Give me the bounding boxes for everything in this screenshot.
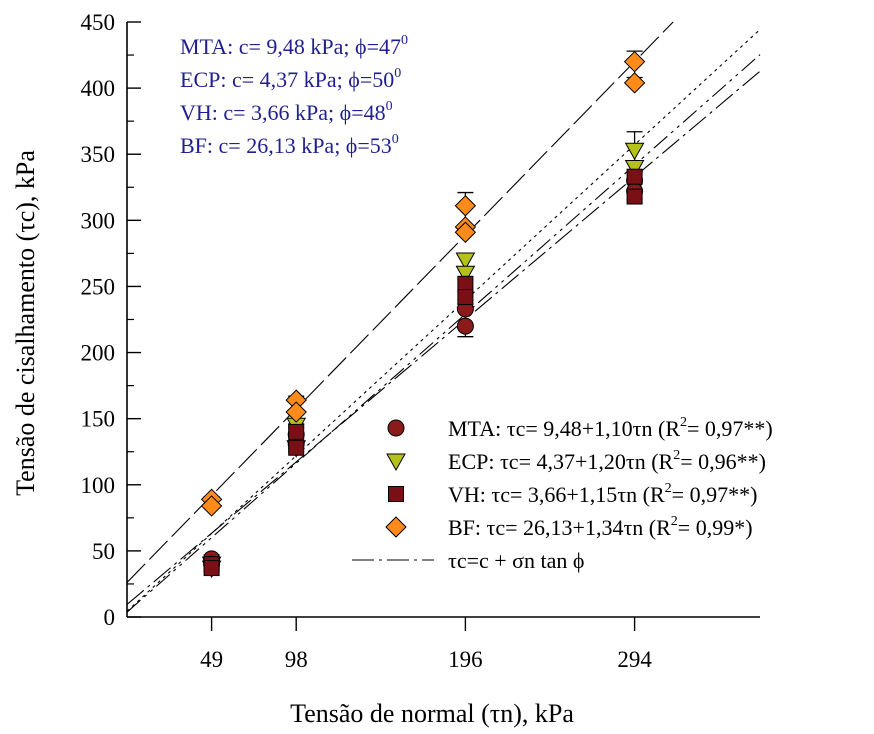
legend-marker-bf [385,516,407,538]
legend-marker-vh [388,486,404,502]
y-axis-label: Tensão de cisalhamento (τc), kPa [11,150,40,496]
x-tick-label: 49 [200,647,223,672]
data-points [200,50,646,579]
y-tick-label: 50 [92,539,115,564]
legend-label-bf: BF: τc= 26,13+1,34τn (R2= 0,99*) [448,514,753,540]
y-tick-label: 250 [81,274,116,299]
point-ecp [624,142,645,161]
x-tick-label: 98 [285,647,308,672]
fit-line-ecp [126,29,761,612]
y-tick-label: 150 [81,407,116,432]
y-tick-label: 0 [104,605,116,630]
point-vh [626,188,643,205]
parameters-annotation: MTA: c= 9,48 kPa; ϕ=470 ECP: c= 4,37 kPa;… [180,33,408,158]
x-tick-label: 294 [617,647,652,672]
point-vh [457,289,474,306]
point-bf [200,495,223,517]
legend-label-mta: MTA: τc= 9,48+1,10τn (R2= 0,97**) [448,415,773,441]
point-vh [288,439,305,456]
point-vh [203,560,220,577]
legend-label-ecp: ECP: τc= 4,37+1,20τn (R2= 0,96**) [448,448,766,474]
parameter-label: ECP: c= 4,37 kPa; ϕ=500 [180,66,401,92]
y-tick-label: 300 [81,208,116,233]
point-ecp [455,265,476,284]
x-axis-label: Tensão de normal (τn), kPa [290,699,574,728]
point-bf [454,221,477,243]
x-tick-label: 196 [448,647,483,672]
point-vh [626,168,643,185]
y-tick-label: 350 [81,142,116,167]
fit-line-bf [126,21,674,583]
fit-line-vh [126,54,761,613]
parameter-label: BF: c= 26,13 kPa; ϕ=530 [180,132,399,158]
legend-line-label: τc=c + σn tan ϕ [448,548,585,573]
axes: 0 50 100 150 200 250 300 350 400 450 49 98 196 294 [81,10,760,672]
point-ecp [624,159,645,178]
y-tick-label: 400 [81,76,116,101]
point-bf [454,195,477,217]
fit-lines [126,21,761,613]
legend: MTA: τc= 9,48+1,10τn (R2= 0,97**) ECP: τc… [352,415,773,573]
y-tick-label: 450 [81,10,116,35]
point-ecp [455,252,476,271]
parameter-label: VH: c= 3,66 kPa; ϕ=480 [180,99,393,125]
point-mta [456,317,474,335]
point-bf [623,50,646,73]
fit-line-mta [126,70,761,605]
point-vh [288,423,305,440]
legend-marker-mta [387,419,405,437]
y-tick-label: 200 [81,341,116,366]
legend-label-vh: VH: τc= 3,66+1,15τn (R2= 0,97**) [448,481,757,507]
parameter-label: MTA: c= 9,48 kPa; ϕ=470 [180,33,408,59]
point-bf [285,401,307,423]
y-tick-label: 100 [81,473,116,498]
point-bf [623,72,646,94]
legend-marker-ecp [386,453,406,472]
